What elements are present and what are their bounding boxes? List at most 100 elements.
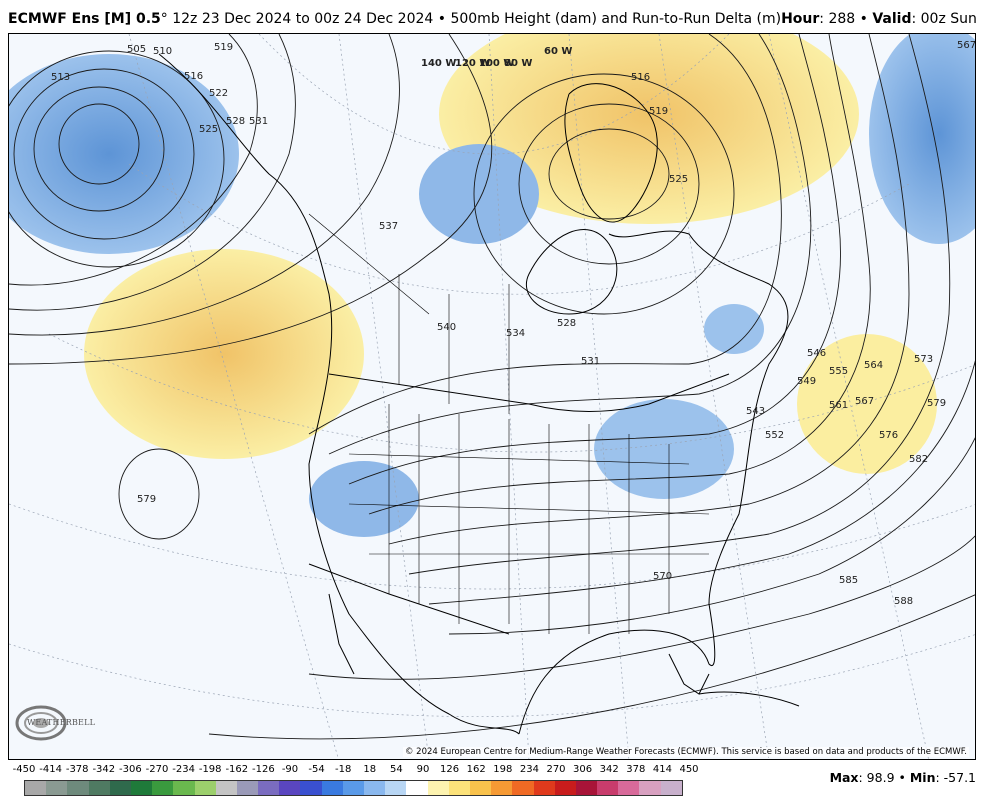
chart-title: ECMWF Ens [M] 0.5° 12z 23 Dec 2024 to 00… — [8, 6, 978, 32]
legend-swatch — [173, 781, 195, 795]
legend-tick-label: -270 — [145, 764, 169, 775]
legend-tick-label: -54 — [308, 764, 325, 775]
contour-label: 516 — [184, 71, 203, 82]
legend-swatch — [321, 781, 343, 795]
legend-tick-label: -198 — [198, 764, 222, 775]
contour-label: 531 — [249, 116, 268, 127]
lat-lon-grid — [9, 34, 975, 759]
greenland — [564, 83, 658, 223]
legend-swatch — [152, 781, 174, 795]
florida — [668, 653, 710, 695]
longitude-labels: 140 W 120 W 100 W 80 W 60 W — [421, 46, 572, 69]
legend-colorbar — [24, 780, 683, 796]
contour-label: 561 — [829, 400, 848, 411]
weather-map: 513 510 505 519 516 522 525 528 531 537 … — [8, 33, 976, 760]
contour-label: 567 — [855, 396, 874, 407]
legend-swatch — [575, 781, 598, 795]
cuba — [698, 691, 800, 707]
legend-tick-label: -234 — [172, 764, 195, 775]
contour-label: 516 — [631, 72, 650, 83]
copyright-notice: © 2024 European Centre for Medium-Range … — [402, 747, 969, 757]
hour-value: : 288 • — [819, 11, 873, 27]
legend-ticks: -450 -414 -378 -342 -306 -270 -234 -198 -162 -126… — [13, 764, 718, 778]
valid-value: : 00z Sun 5 Jan 2025 — [911, 11, 978, 27]
legend-swatch — [194, 781, 216, 795]
gulf-coast — [518, 230, 789, 735]
legend-swatch — [427, 781, 449, 795]
contour-label: 531 — [581, 356, 600, 367]
positive-anomaly-atlantic — [797, 334, 937, 474]
legend-swatch — [130, 781, 153, 795]
contour-label: 525 — [669, 174, 688, 185]
negative-anomaly-gulf-alaska — [9, 54, 239, 254]
legend-swatch — [491, 781, 513, 795]
us-mexico-border — [308, 563, 510, 635]
legend-tick-label: -306 — [119, 764, 142, 775]
contour-label: 555 — [829, 366, 848, 377]
max-value: : 98.9 • — [858, 770, 910, 785]
legend-swatch — [258, 781, 280, 795]
legend-swatch — [342, 781, 364, 795]
legend-swatch — [88, 781, 110, 795]
coastlines-borders — [158, 53, 800, 735]
contour-label: 522 — [209, 88, 228, 99]
legend-tick-label: -18 — [335, 764, 352, 775]
contour-label: 528 — [226, 116, 245, 127]
legend-swatch — [512, 781, 534, 795]
contour-label: 576 — [879, 430, 898, 441]
legend-swatch — [25, 781, 47, 795]
model-name: ECMWF Ens [M] 0.5 — [8, 11, 161, 27]
baja-california — [328, 593, 355, 675]
legend-tick-label: 342 — [599, 764, 619, 775]
legend-tick-label: -342 — [92, 764, 116, 775]
legend-swatch — [448, 781, 470, 795]
legend-swatch — [660, 781, 682, 795]
contour-label: 528 — [557, 318, 576, 329]
north-america-west-coast — [158, 53, 520, 735]
legend-swatch — [469, 781, 492, 795]
contour-label: 537 — [379, 221, 398, 232]
contour-label: 540 — [437, 322, 456, 333]
state-lines — [308, 213, 710, 634]
legend-swatch — [385, 781, 407, 795]
negative-anomaly-canadian-archipelago — [419, 144, 539, 244]
legend-swatch — [554, 781, 576, 795]
valid-label: Valid — [872, 11, 912, 27]
contour-label: 564 — [864, 360, 883, 371]
legend-tick-label: 450 — [679, 764, 699, 775]
canada-us-border — [328, 373, 730, 412]
legend-tick-label: -90 — [281, 764, 299, 775]
height-contours — [9, 34, 975, 740]
delta-shading — [9, 34, 975, 537]
legend-swatch — [109, 781, 131, 795]
contour-label: 552 — [765, 430, 784, 441]
contour-labels: 513 510 505 519 516 522 525 528 531 537 … — [51, 40, 975, 607]
legend-tick-label: -450 — [12, 764, 36, 775]
logo-text: WEATHERBELL — [27, 718, 96, 727]
legend-swatch — [406, 781, 428, 795]
longitude-label: 80 W — [504, 58, 532, 69]
legend-tick-label: 162 — [466, 764, 486, 775]
contour-label: 579 — [927, 398, 946, 409]
longitude-label: 60 W — [544, 46, 572, 57]
contour-label: 510 — [153, 46, 172, 57]
legend-tick-label: 270 — [546, 764, 566, 775]
legend-tick-label: -414 — [39, 764, 62, 775]
color-legend: -450 -414 -378 -342 -306 -270 -234 -198 -162 -126… — [13, 764, 718, 800]
contour-label: 570 — [653, 571, 672, 582]
min-value: : -57.1 — [935, 770, 976, 785]
contour-label: 505 — [127, 44, 146, 55]
legend-tick-label: 18 — [363, 764, 377, 775]
degree-symbol: ° — [160, 11, 168, 27]
max-label: Max — [829, 770, 859, 785]
negative-anomaly-newfoundland — [704, 304, 764, 354]
legend-tick-label: 54 — [390, 764, 403, 775]
legend-swatch — [639, 781, 661, 795]
negative-anomaly-east-atlantic — [869, 34, 975, 244]
legend-tick-label: 198 — [493, 764, 513, 775]
contour-label: 546 — [807, 348, 826, 359]
contour-label: 585 — [839, 575, 858, 586]
positive-anomaly-greenland — [439, 34, 859, 224]
legend-tick-label: -126 — [252, 764, 275, 775]
contour-label: 534 — [506, 328, 525, 339]
